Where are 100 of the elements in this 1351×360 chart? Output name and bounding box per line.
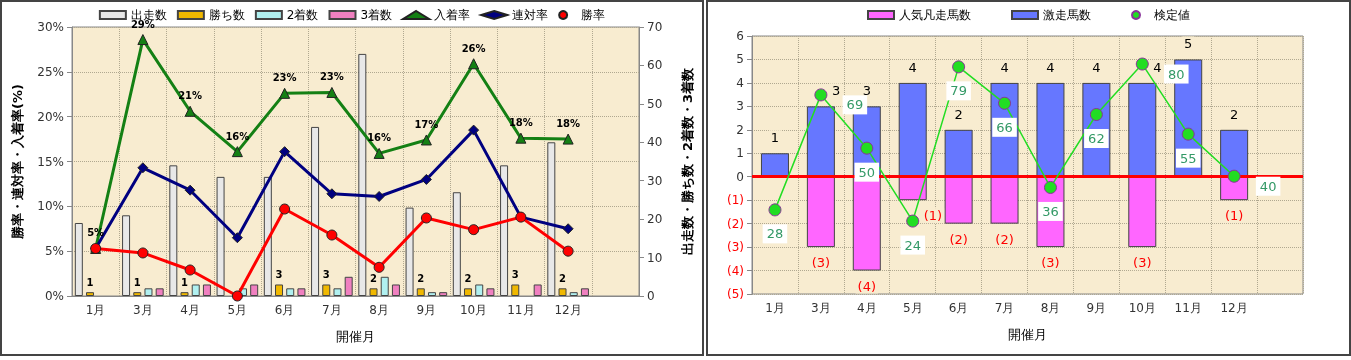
legend-label: 勝ち数 xyxy=(208,8,245,22)
bar xyxy=(322,284,331,296)
y2-tick-label: 40 xyxy=(647,135,663,150)
point xyxy=(468,58,480,70)
point xyxy=(373,147,385,159)
point xyxy=(231,232,243,244)
bar xyxy=(1036,82,1065,177)
y-tick-label: 20% xyxy=(37,109,64,124)
data-label: 62 xyxy=(1088,131,1105,147)
point xyxy=(906,214,920,228)
bar xyxy=(169,165,178,296)
data-label: 40 xyxy=(1259,178,1277,194)
bar xyxy=(547,142,556,296)
legend-label: 2着数 xyxy=(286,8,319,22)
data-label: 2 xyxy=(954,106,963,122)
bar xyxy=(74,222,83,296)
bar xyxy=(333,288,342,296)
data-label: 69 xyxy=(846,97,864,113)
bar xyxy=(944,129,973,177)
point xyxy=(1227,169,1241,183)
point xyxy=(515,132,527,144)
data-label: 66 xyxy=(996,119,1013,135)
x-tick-label: 7月 xyxy=(994,301,1015,315)
bar xyxy=(1128,176,1157,248)
y-axis-title: 勝率・連対率・入着率(%) xyxy=(10,84,25,240)
bar xyxy=(144,288,153,296)
y-tick-label: (2) xyxy=(727,216,744,231)
bar xyxy=(311,126,320,296)
y-tick-label: 0 xyxy=(736,169,744,184)
bar xyxy=(580,288,589,296)
data-label: 2 xyxy=(559,272,567,284)
bar xyxy=(500,165,509,296)
point xyxy=(998,96,1012,110)
data-label: 16% xyxy=(225,130,250,142)
point xyxy=(1181,127,1195,141)
y2-axis-title: 出走数・勝ち数・2着数・3着数 xyxy=(680,66,695,256)
point xyxy=(814,88,828,102)
data-label: 1 xyxy=(181,276,189,288)
point xyxy=(279,87,291,99)
legend-label: 3着数 xyxy=(360,8,393,22)
y2-tick-label: 60 xyxy=(647,58,663,73)
y-tick-label: 15% xyxy=(37,154,64,169)
bar xyxy=(191,284,200,296)
point xyxy=(420,173,432,185)
data-label: 4 xyxy=(908,59,917,75)
point xyxy=(468,124,480,136)
point xyxy=(768,203,782,217)
data-label: 26% xyxy=(461,42,486,54)
data-label: (3) xyxy=(1133,255,1152,271)
bar xyxy=(427,292,436,296)
data-label: 16% xyxy=(367,132,392,144)
bar xyxy=(155,288,164,296)
data-label: 3 xyxy=(511,268,519,280)
point xyxy=(420,212,432,224)
data-label: 2 xyxy=(370,272,378,284)
point xyxy=(373,190,385,202)
bar xyxy=(286,288,295,296)
bar xyxy=(275,284,284,296)
bar xyxy=(533,284,542,296)
data-label: 5 xyxy=(1184,36,1193,52)
bar xyxy=(806,176,835,248)
point xyxy=(562,245,574,257)
bar xyxy=(1220,129,1249,177)
x-tick-label: 4月 xyxy=(180,303,200,317)
legend-label: 人気凡走馬数 xyxy=(899,8,971,22)
data-label: 24 xyxy=(904,237,921,253)
data-label: 3 xyxy=(322,268,330,280)
x-tick-label: 5月 xyxy=(902,301,923,315)
bar xyxy=(297,288,306,296)
data-label: 55 xyxy=(1179,150,1197,166)
data-label: 3 xyxy=(862,83,871,99)
x-tick-label: 8月 xyxy=(369,303,389,317)
x-axis-title: 開催月 xyxy=(1008,327,1047,342)
bar xyxy=(452,192,461,296)
y-tick-label: 30% xyxy=(37,20,64,34)
data-label: 1 xyxy=(133,276,141,288)
data-label: 4 xyxy=(1153,59,1162,75)
x-tick-label: 6月 xyxy=(948,301,969,315)
y-tick-label: (1) xyxy=(727,193,744,208)
x-tick-label: 12月 xyxy=(554,303,582,317)
point xyxy=(952,60,966,74)
x-tick-label: 8月 xyxy=(1040,301,1061,315)
y-tick-label: 5 xyxy=(736,52,744,67)
data-label: 50 xyxy=(858,164,876,180)
x-tick-label: 10月 xyxy=(459,303,488,317)
x-tick-label: 6月 xyxy=(274,303,295,317)
y-tick-label: 25% xyxy=(37,64,64,79)
point xyxy=(184,105,196,117)
y-tick-label: (5) xyxy=(727,287,744,301)
bar xyxy=(86,292,95,296)
x-tick-label: 1月 xyxy=(765,301,785,315)
y-tick-label: 4 xyxy=(736,75,744,90)
data-label: 3 xyxy=(831,83,841,99)
x-tick-label: 11月 xyxy=(507,303,535,317)
bar xyxy=(944,176,973,224)
point xyxy=(326,86,338,98)
x-tick-label: 4月 xyxy=(856,301,877,315)
point xyxy=(137,162,149,174)
y2-tick-label: 10 xyxy=(647,250,663,265)
y-tick-label: 6 xyxy=(736,29,744,43)
